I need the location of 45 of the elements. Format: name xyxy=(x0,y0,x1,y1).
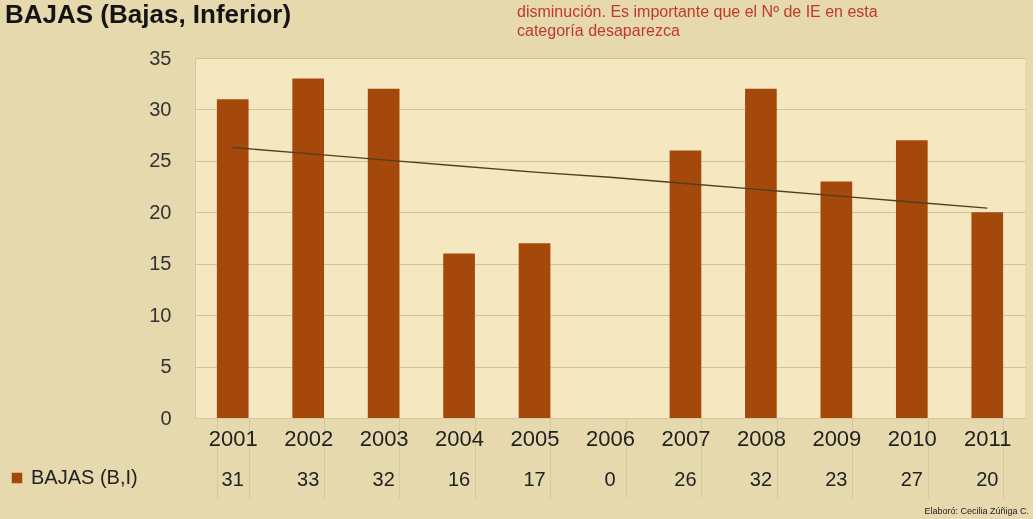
x-tick-label: 2009 xyxy=(812,425,862,451)
bar xyxy=(443,253,475,418)
x-tick-label: 2006 xyxy=(586,425,635,451)
data-label: 31 xyxy=(221,468,244,490)
y-tick-label: 35 xyxy=(149,46,172,69)
bar xyxy=(820,181,853,418)
text: disminución. Es importante que el Nº de IE en esta categoría desaparezca xyxy=(517,3,878,39)
bar xyxy=(216,99,249,418)
x-tick-label: 2010 xyxy=(887,425,937,451)
bar xyxy=(292,78,325,418)
y-tick-label: 5 xyxy=(160,355,172,378)
x-tick-label: 2003 xyxy=(359,425,409,451)
y-tick-label: 0 xyxy=(160,406,172,429)
bar xyxy=(518,243,551,418)
y-tick-label: 30 xyxy=(149,97,172,120)
y-tick-label: 15 xyxy=(149,252,172,275)
bar xyxy=(971,212,1004,418)
x-tick-label: 2007 xyxy=(661,425,711,451)
data-label: 32 xyxy=(372,468,395,490)
legend-label: BAJAS (B,I) xyxy=(31,466,138,488)
x-tick-label: 2005 xyxy=(510,425,560,451)
chart-title: BAJAS (Bajas, Inferior) xyxy=(5,0,292,29)
text: Elaboró: Cecilia Zúñiga C. xyxy=(924,506,1029,516)
bar xyxy=(669,150,702,418)
x-tick-label: 2004 xyxy=(435,425,485,451)
line-series xyxy=(232,146,988,209)
x-tick-label: 2002 xyxy=(284,425,334,451)
data-label: 20 xyxy=(976,468,999,490)
data-label: 32 xyxy=(749,468,773,490)
y-tick-label: 25 xyxy=(149,149,172,172)
bar xyxy=(745,88,777,418)
data-label: 17 xyxy=(523,468,546,490)
y-tick-label: 20 xyxy=(149,200,172,223)
x-tick-label: 2001 xyxy=(208,425,258,451)
data-label: 26 xyxy=(674,468,697,490)
data-label: 33 xyxy=(297,468,320,490)
data-label: 27 xyxy=(900,468,923,490)
data-label: 0 xyxy=(604,468,616,490)
x-tick-label: 2008 xyxy=(736,425,786,451)
data-label: 16 xyxy=(447,468,471,490)
bar xyxy=(895,140,928,418)
x-tick-label: 2011 xyxy=(964,425,1012,451)
y-tick-label: 10 xyxy=(149,303,172,326)
bar xyxy=(367,88,400,418)
data-label: 23 xyxy=(825,468,848,490)
